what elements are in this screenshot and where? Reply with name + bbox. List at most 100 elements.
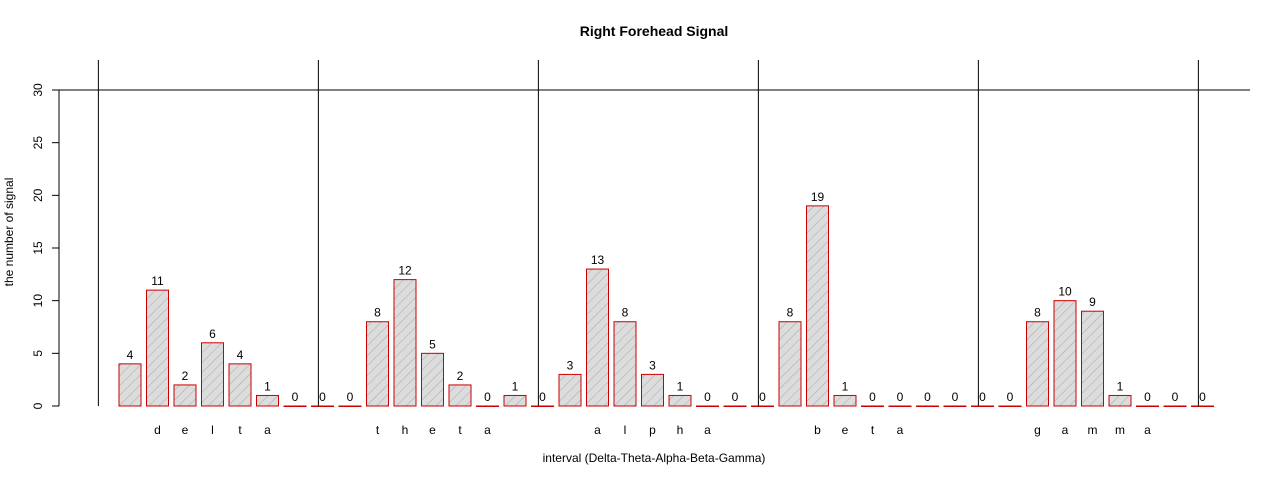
category-label: e bbox=[429, 423, 436, 437]
y-axis-ticks: 0 5 10 15 20 25 30 bbox=[31, 83, 59, 409]
category-label: t bbox=[871, 423, 875, 437]
category-label: p bbox=[649, 423, 656, 437]
bar-value-label: 0 bbox=[924, 390, 931, 404]
bar-value-label: 0 bbox=[759, 390, 766, 404]
bar bbox=[1081, 310, 1104, 407]
category-label: a bbox=[594, 423, 601, 437]
y-tick-label: 0 bbox=[31, 402, 45, 409]
bar-value-label: 1 bbox=[512, 379, 519, 393]
y-axis-label: the number of signal bbox=[2, 178, 16, 287]
bar-value-label: 5 bbox=[429, 337, 436, 351]
bar bbox=[201, 342, 224, 407]
bar bbox=[723, 405, 747, 407]
bar bbox=[118, 363, 142, 407]
bar bbox=[366, 321, 389, 407]
category-label: m bbox=[1088, 423, 1098, 437]
bar bbox=[146, 289, 169, 407]
bar-value-label: 0 bbox=[1007, 390, 1014, 404]
y-tick-label: 30 bbox=[31, 83, 45, 97]
bar-value-label: 0 bbox=[319, 390, 326, 404]
bar-value-label: 12 bbox=[398, 264, 412, 278]
bar-value-label: 0 bbox=[952, 390, 959, 404]
bars bbox=[118, 205, 1214, 407]
bar-value-label: 2 bbox=[182, 369, 189, 383]
bar-value-label: 8 bbox=[1034, 306, 1041, 320]
bar bbox=[311, 405, 334, 407]
category-label: a bbox=[264, 423, 271, 437]
y-tick-label: 15 bbox=[31, 241, 45, 255]
bar bbox=[943, 405, 967, 407]
y-tick-label: 25 bbox=[31, 136, 45, 150]
category-label: a bbox=[897, 423, 904, 437]
bar bbox=[751, 405, 774, 407]
bar-value-label: 4 bbox=[127, 348, 134, 362]
bar-value-label: 0 bbox=[704, 390, 711, 404]
category-label: d bbox=[154, 423, 161, 437]
bar-value-label: 0 bbox=[869, 390, 876, 404]
bar-value-label: 0 bbox=[1172, 390, 1179, 404]
category-label: e bbox=[842, 423, 849, 437]
bar-value-label: 0 bbox=[897, 390, 904, 404]
bar-value-label: 0 bbox=[732, 390, 739, 404]
category-label: h bbox=[677, 423, 684, 437]
bar bbox=[916, 405, 939, 407]
category-label: t bbox=[458, 423, 462, 437]
bar-value-label: 3 bbox=[649, 358, 656, 372]
bar bbox=[421, 352, 444, 407]
bar-value-label: 3 bbox=[567, 358, 574, 372]
bar-value-label: 0 bbox=[539, 390, 546, 404]
bar bbox=[1108, 394, 1132, 407]
y-tick-label: 10 bbox=[31, 294, 45, 308]
bar-value-label: 8 bbox=[787, 306, 794, 320]
category-label: m bbox=[1115, 423, 1125, 437]
bar-value-label: 0 bbox=[1199, 390, 1206, 404]
category-label: t bbox=[376, 423, 380, 437]
bar bbox=[531, 405, 554, 407]
category-label: l bbox=[624, 423, 627, 437]
bar bbox=[1053, 300, 1077, 407]
bar-value-label: 10 bbox=[1058, 285, 1072, 299]
bar bbox=[256, 394, 279, 407]
bar bbox=[1163, 405, 1187, 407]
bar-value-label: 1 bbox=[677, 379, 684, 393]
bar-value-label: 9 bbox=[1089, 295, 1096, 309]
bar bbox=[173, 384, 197, 407]
bar bbox=[778, 321, 802, 407]
bar bbox=[971, 405, 994, 407]
bar bbox=[641, 373, 664, 407]
bar-value-label: 1 bbox=[1117, 379, 1124, 393]
bar-value-label: 6 bbox=[209, 327, 216, 341]
category-label: t bbox=[238, 423, 242, 437]
bar-value-label: 4 bbox=[237, 348, 244, 362]
bar bbox=[833, 394, 857, 407]
bar-value-label: 13 bbox=[591, 253, 605, 267]
bar bbox=[338, 405, 362, 407]
category-label: a bbox=[1062, 423, 1069, 437]
bar bbox=[1026, 321, 1049, 407]
bar-value-label: 11 bbox=[151, 274, 164, 288]
bar bbox=[393, 279, 417, 407]
category-label: g bbox=[1034, 423, 1041, 437]
bar-value-label: 0 bbox=[347, 390, 354, 404]
bar-value-label: 1 bbox=[264, 379, 271, 393]
chart-title: Right Forehead Signal bbox=[580, 23, 729, 39]
bar bbox=[888, 405, 912, 407]
bar-value-label: 0 bbox=[292, 390, 299, 404]
category-label: b bbox=[814, 423, 821, 437]
category-label: e bbox=[182, 423, 189, 437]
bar bbox=[1191, 405, 1214, 407]
bar-value-label: 0 bbox=[1144, 390, 1151, 404]
bar bbox=[998, 405, 1022, 407]
bar-value-label: 8 bbox=[622, 306, 629, 320]
bar bbox=[476, 405, 499, 407]
y-tick-label: 20 bbox=[31, 188, 45, 202]
bar bbox=[503, 394, 527, 407]
category-label: a bbox=[704, 423, 711, 437]
x-axis-label: interval (Delta-Theta-Alpha-Beta-Gamma) bbox=[543, 451, 766, 465]
group-separators bbox=[97, 60, 1199, 406]
bar bbox=[696, 405, 719, 407]
bar bbox=[448, 384, 472, 407]
